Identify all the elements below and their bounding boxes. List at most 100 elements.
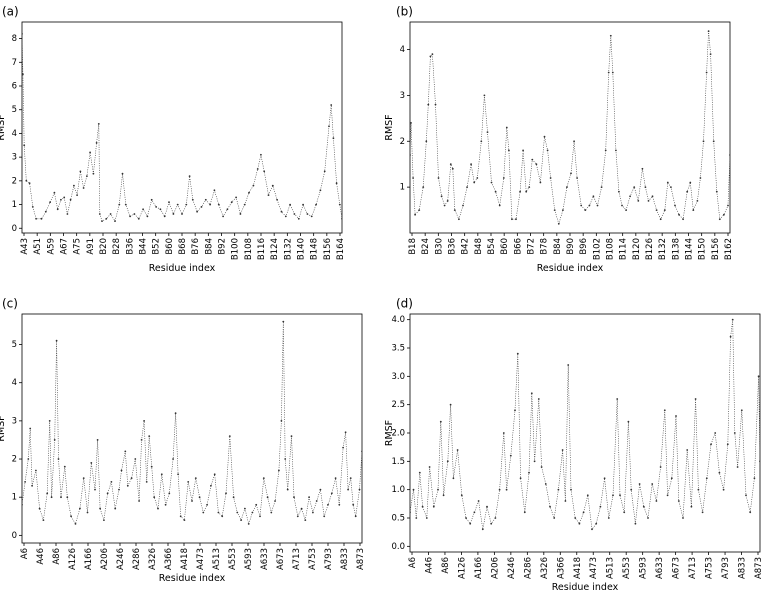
rmsf-point — [153, 496, 156, 499]
rmsf-point — [422, 186, 425, 189]
x-tick-label: A75 — [73, 238, 83, 255]
x-tick-label: B84 — [553, 238, 563, 255]
rmsf-point — [286, 488, 289, 491]
rmsf-point — [176, 203, 179, 206]
rmsf-point — [647, 517, 649, 519]
rmsf-point — [28, 182, 31, 185]
x-tick-label: B140 — [297, 238, 307, 260]
rmsf-series — [22, 320, 362, 525]
x-tick-label: B108 — [244, 238, 254, 260]
rmsf-point — [578, 522, 581, 525]
rmsf-point — [140, 439, 143, 441]
x-tick-label: B52 — [152, 238, 162, 255]
rmsf-point — [204, 198, 207, 201]
rmsf-point — [97, 123, 100, 125]
rmsf-point — [96, 439, 99, 441]
rmsf-point — [126, 484, 129, 487]
rmsf-point — [334, 477, 337, 479]
x-tick-label: A793 — [721, 557, 731, 579]
rmsf-point — [644, 186, 647, 189]
x-tick-label: A553 — [228, 548, 238, 570]
rmsf-point — [740, 409, 743, 412]
rmsf-point — [481, 528, 484, 531]
x-tick-label: B90 — [566, 238, 576, 255]
rmsf-point — [42, 519, 45, 521]
rmsf-point — [726, 443, 729, 446]
x-tick-label: A418 — [573, 557, 583, 579]
x-tick-label: A873 — [356, 548, 366, 570]
rmsf-point — [89, 151, 91, 154]
rmsf-point — [573, 140, 575, 143]
rmsf-point — [629, 195, 631, 198]
x-tick-label: B162 — [724, 238, 734, 260]
rmsf-point — [682, 218, 684, 221]
rmsf-point — [586, 494, 589, 497]
y-tick-label: 4.0 — [391, 315, 405, 325]
rmsf-point — [696, 200, 699, 202]
rmsf-point — [723, 213, 725, 216]
rmsf-point — [66, 496, 69, 499]
rmsf-point — [670, 186, 672, 189]
y-axis-label: RMSF — [384, 420, 395, 446]
rmsf-point — [519, 477, 522, 480]
rmsf-point — [70, 515, 72, 518]
x-tick-label: B156 — [711, 238, 721, 260]
rmsf-point — [196, 210, 199, 213]
rmsf-point — [236, 511, 239, 514]
y-tick-label: 2 — [12, 455, 17, 465]
rmsf-point — [312, 511, 314, 514]
x-tick-label: B20 — [99, 238, 109, 255]
rmsf-point — [663, 209, 666, 212]
rmsf-point — [621, 204, 623, 207]
rmsf-point — [226, 208, 229, 211]
rmsf-point — [710, 443, 712, 446]
rmsf-point — [729, 335, 732, 338]
rmsf-point — [637, 200, 640, 202]
rmsf-point — [338, 203, 341, 206]
x-tick-label: A418 — [180, 548, 190, 570]
rmsf-point — [278, 469, 280, 472]
rmsf-point — [505, 126, 508, 129]
rmsf-point — [505, 488, 508, 491]
x-tick-label: A326 — [148, 548, 158, 570]
rmsf-point — [549, 177, 552, 179]
x-tick-label: A673 — [276, 548, 286, 570]
rmsf-point — [280, 210, 283, 213]
x-tick-label: B150 — [698, 238, 708, 260]
rmsf-point — [344, 431, 347, 434]
x-tick-label: B68 — [178, 238, 188, 255]
rmsf-point — [715, 190, 718, 193]
rmsf-point — [86, 175, 88, 178]
rmsf-point — [138, 500, 141, 502]
rmsf-point — [655, 209, 658, 212]
x-tick-label: A206 — [100, 548, 110, 570]
rmsf-point — [24, 481, 26, 483]
rmsf-point — [101, 220, 103, 223]
rmsf-point — [328, 125, 330, 128]
panel-label: (c) — [2, 297, 18, 311]
rmsf-point — [567, 364, 570, 366]
x-tick-label: B126 — [645, 238, 655, 260]
rmsf-point — [148, 435, 151, 437]
x-tick-label: B28 — [112, 238, 122, 255]
rmsf-point — [296, 515, 299, 518]
rmsf-point — [470, 163, 472, 166]
x-tick-label: A86 — [52, 548, 62, 565]
rmsf-point — [160, 473, 163, 476]
rmsf-point — [410, 154, 411, 156]
rmsf-point — [432, 505, 435, 508]
rmsf-point — [57, 458, 60, 460]
y-tick-label: 2.0 — [391, 429, 405, 439]
rmsf-point — [690, 505, 693, 508]
rmsf-point — [759, 460, 760, 463]
rmsf-point — [74, 523, 77, 525]
rmsf-point — [421, 505, 424, 508]
rmsf-point — [753, 477, 756, 480]
rmsf-point — [570, 172, 572, 175]
rmsf-point — [63, 465, 66, 468]
rmsf-point — [35, 217, 37, 220]
rmsf-point — [121, 172, 124, 175]
x-tick-label: A166 — [84, 548, 94, 570]
x-tick-label: A593 — [639, 557, 649, 579]
rmsf-point — [686, 449, 689, 451]
